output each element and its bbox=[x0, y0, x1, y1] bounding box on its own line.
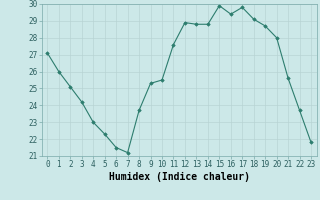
X-axis label: Humidex (Indice chaleur): Humidex (Indice chaleur) bbox=[109, 172, 250, 182]
